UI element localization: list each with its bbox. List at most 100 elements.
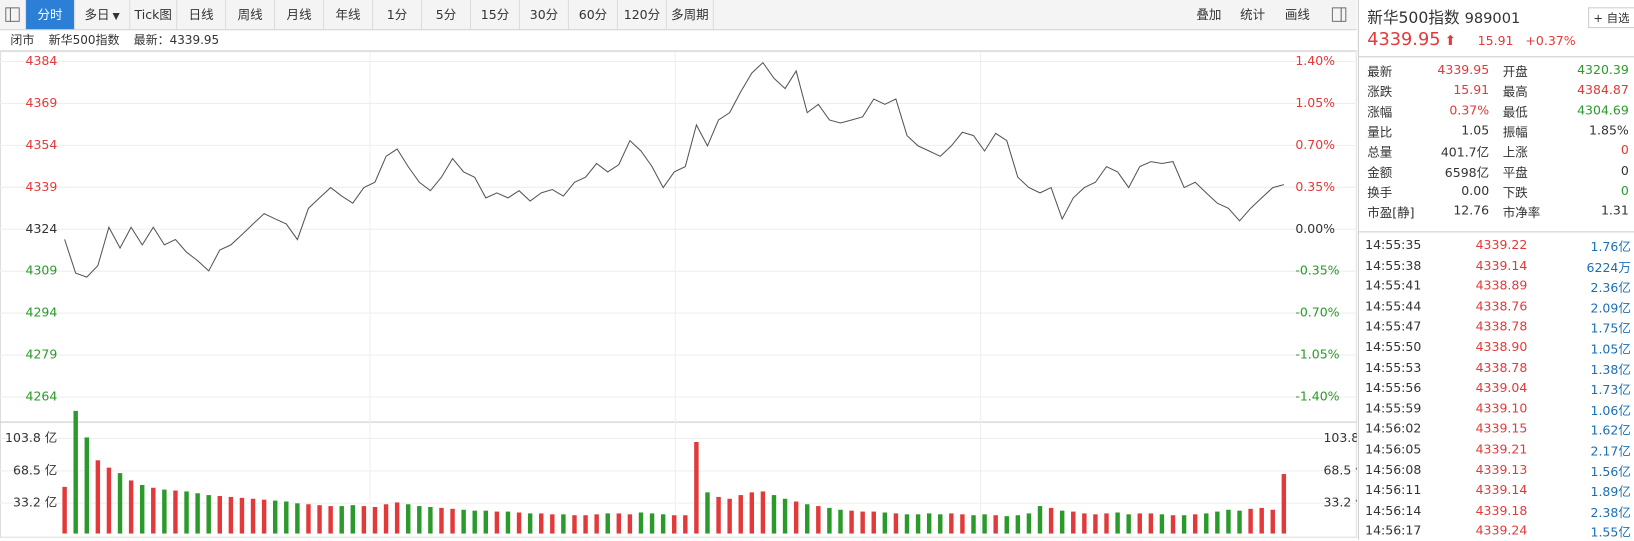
trade-time: 14:55:59: [1365, 400, 1422, 416]
tab[interactable]: 30分: [520, 0, 569, 30]
trade-time: 14:55:47: [1365, 319, 1422, 334]
volume-bar: [162, 489, 167, 534]
volume-bar: [583, 515, 588, 534]
sidebar-toggle[interactable]: [0, 0, 27, 30]
volume-bar: [84, 437, 89, 534]
tab[interactable]: 分时: [26, 0, 76, 30]
trade-price: 4339.22: [1475, 237, 1528, 253]
volume-bar: [405, 504, 411, 534]
stat-value: 4339.95: [1437, 62, 1490, 78]
volume-bar: [62, 486, 67, 534]
volume-tick-label: 33.2 亿: [13, 495, 57, 510]
volume-bar: [250, 498, 256, 534]
volume-bar: [539, 513, 544, 534]
tab[interactable]: 日线: [177, 0, 227, 30]
volume-bar: [505, 511, 511, 534]
volume-bar: [1048, 507, 1054, 534]
volume-bar: [627, 514, 633, 534]
tab[interactable]: 5分: [422, 0, 472, 30]
stat-label: 市净率: [1502, 205, 1541, 220]
volume-tick-label: 68.5 亿: [13, 462, 57, 477]
volume-bar: [1037, 506, 1043, 534]
volume-bar: [860, 511, 865, 534]
trade-price: 4339.13: [1475, 462, 1528, 477]
stat-label: 振幅: [1502, 124, 1528, 140]
volume-bar: [716, 496, 721, 534]
stat-value: 0: [1620, 183, 1629, 198]
volume-bar: [871, 511, 876, 534]
volume-bar: [672, 515, 677, 534]
stat-label: 最低: [1502, 104, 1528, 120]
volume-bar: [1004, 516, 1009, 534]
volume-bar: [1204, 513, 1209, 534]
tab[interactable]: 月线: [275, 0, 325, 30]
volume-bar: [572, 515, 577, 534]
stat-label: 上涨: [1502, 145, 1528, 160]
add-watchlist[interactable]: + 自选: [1588, 7, 1634, 29]
tab[interactable]: 60分: [569, 0, 618, 30]
toolbar: 分时多日Tick图日线周线月线年线1分5分15分30分60分120分多周期 叠加 统…: [0, 0, 1357, 31]
panel-toggle[interactable]: [1331, 0, 1349, 29]
stat-value: 0.37%: [1449, 102, 1490, 118]
tab[interactable]: 1分: [373, 0, 423, 30]
volume-bar: [782, 498, 788, 534]
trade-volume: 1.56亿: [1590, 464, 1631, 479]
tab[interactable]: 多周期: [667, 0, 714, 30]
price-line: [64, 61, 1284, 278]
volume-bar: [1015, 515, 1021, 534]
y-tick-label: 4369: [26, 95, 58, 110]
volume-bar: [949, 513, 954, 534]
y-tick-label: 4264: [26, 389, 58, 404]
tab[interactable]: 年线: [324, 0, 374, 30]
quote-code: 989001: [1464, 10, 1521, 28]
trade-volume: 1.38亿: [1590, 362, 1631, 377]
volume-bar: [461, 509, 466, 534]
trade-price: 4339.24: [1475, 523, 1528, 539]
volume-bar: [660, 514, 666, 534]
trade-time: 14:55:53: [1365, 360, 1422, 375]
quote-name: 新华500指数: [1367, 8, 1460, 28]
volume-tick-label: 33.2 亿: [1323, 495, 1356, 510]
trade-price: 4339.21: [1475, 441, 1528, 457]
trade-time: 14:56:11: [1365, 482, 1422, 498]
tab[interactable]: 15分: [471, 0, 521, 30]
tab[interactable]: Tick图: [130, 0, 178, 30]
stat-value: 4384.87: [1577, 82, 1629, 98]
volume-bar: [339, 506, 344, 534]
tab[interactable]: 120分: [618, 0, 667, 30]
volume-bar: [1137, 513, 1142, 534]
volume-bar: [1281, 474, 1287, 534]
tool-button[interactable]: 画线: [1284, 7, 1310, 22]
tab[interactable]: 多日: [75, 0, 131, 30]
volume-bar: [295, 503, 300, 534]
stat-label: 最高: [1502, 84, 1528, 100]
trade-price: 4339.14: [1475, 482, 1528, 498]
volume-bar: [971, 515, 976, 534]
trade-price: 4338.90: [1475, 339, 1528, 355]
volume-bar: [1059, 510, 1065, 534]
volume-bar: [284, 501, 289, 534]
tool-button[interactable]: 叠加: [1196, 7, 1222, 22]
y2-tick-label: -0.70%: [1295, 305, 1339, 320]
volume-bar: [128, 480, 134, 534]
volume-bar: [1226, 509, 1231, 534]
stat-value: 4320.39: [1577, 62, 1629, 78]
trade-volume: 2.38亿: [1590, 505, 1631, 520]
trade-price: 4339.14: [1475, 258, 1528, 273]
volume-bar: [705, 492, 710, 534]
volume-bar: [793, 501, 799, 534]
volume-bar: [638, 512, 644, 534]
trade-volume: 1.05亿: [1590, 341, 1631, 357]
divider: [1358, 231, 1634, 233]
volume-bar: [527, 513, 533, 534]
y2-tick-label: 1.05%: [1295, 95, 1335, 110]
tab[interactable]: 周线: [226, 0, 276, 30]
status-bar: 闭市 新华500指数 最新：4339.95: [0, 30, 1357, 52]
stat-label: 换手: [1367, 185, 1393, 200]
trade-price: 4338.89: [1475, 278, 1528, 294]
volume-bar: [1159, 514, 1165, 534]
volume-bar: [483, 510, 489, 534]
tool-button[interactable]: 统计: [1240, 7, 1266, 22]
trade-price: 4339.15: [1475, 421, 1528, 437]
stat-value: 4304.69: [1577, 102, 1629, 118]
